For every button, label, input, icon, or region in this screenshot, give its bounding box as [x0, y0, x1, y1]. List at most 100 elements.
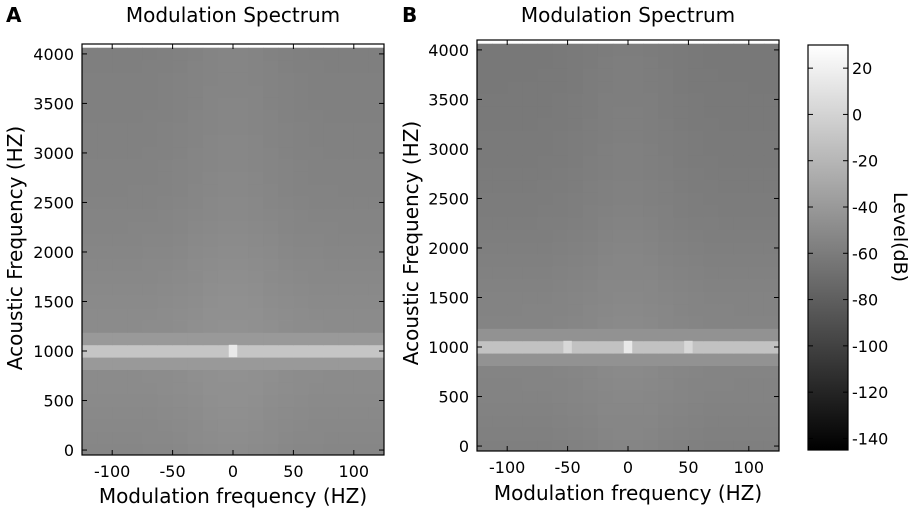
colorbar-tick-label: 0 [852, 105, 862, 124]
panel-b-heatmap-cell [507, 229, 523, 243]
panel-b-heatmap-cell [658, 105, 674, 119]
panel-a-heatmap-cell [82, 258, 98, 271]
panel-b-heatmap-cell [552, 130, 568, 144]
panel-a-heatmap-cell [248, 406, 264, 420]
panel-b-heatmap-cell [522, 167, 538, 181]
panel-a-heatmap-cell [157, 208, 173, 222]
panel-b-heatmap-cell [582, 415, 599, 428]
panel-b-heatmap-cell [552, 93, 568, 107]
panel-a-heatmap-cell [97, 121, 113, 135]
panel-a-heatmap-cell [217, 233, 234, 247]
panel-b-heatmap-cell [763, 179, 780, 193]
panel-a-heatmap-cell [338, 381, 355, 395]
panel-b-heatmap-cell [612, 204, 629, 218]
panel-a-heatmap-cell [172, 282, 189, 296]
panel-b-heatmap-cell [537, 117, 553, 131]
panel-a-heatmap-cell [112, 431, 128, 445]
panel-a-heatmap-cell [278, 134, 294, 148]
panel-a-heatmap-cell [82, 369, 98, 383]
panel-b-heatmap-cell [537, 390, 553, 404]
panel-b-heatmap-cell [552, 167, 568, 181]
panel-a-heatmap-cell [278, 344, 294, 358]
panel-b-heatmap-cell [597, 117, 614, 131]
panel-b-heatmap-cell [567, 427, 584, 441]
panel-b-heatmap-cell [658, 43, 674, 57]
panel-a-heatmap-cell [263, 109, 279, 123]
panel-b-heatmap-cell [748, 254, 765, 267]
panel-b-heatmap-cell [658, 167, 674, 181]
panel-b-heatmap-cell [703, 93, 719, 107]
panel-b-heatmap-cell [733, 415, 750, 428]
panel-a-heatmap-cell [172, 146, 189, 160]
panel-b-heatmap-cell [537, 93, 553, 107]
panel-b-heatmap-cell [643, 353, 659, 366]
panel-b-heatmap-cell [537, 217, 553, 230]
panel-b-heatmap-cell [597, 415, 614, 428]
panel-a-heatmap-cell [202, 282, 219, 296]
panel-a-heatmap-cell [278, 419, 294, 432]
panel-b-heatmap-cell [658, 390, 674, 404]
panel-a-heatmap-cell [187, 344, 204, 358]
panel-a-heatmap-cell [323, 443, 340, 456]
panel-a-heatmap-cell [202, 295, 219, 309]
panel-b-heatmap-cell [628, 291, 644, 305]
panel-a-heatmap-cell [293, 431, 309, 445]
panel-a-heatmap-cell [233, 171, 249, 185]
panel-a-heatmap-cell [127, 183, 143, 197]
panel-b-heatmap-cell [477, 217, 493, 230]
panel-a-y-ticks: 0 500 1000 1500 2000 2500 3000 3500 4000 [33, 45, 384, 460]
panel-b-heatmap-cell [658, 439, 674, 452]
panel-b-heatmap-cell [703, 179, 719, 193]
panel-a-heatmap-cell [97, 208, 113, 222]
panel-a-heatmap-cell [97, 97, 113, 111]
panel-b-heatmap-cell [597, 155, 614, 168]
panel-b-heatmap-cell [522, 241, 538, 255]
panel-a-heatmap-cell [248, 84, 264, 98]
panel-b-heatmap-cell [748, 303, 765, 317]
panel-b-heatmap-cell [477, 179, 493, 193]
panel-a-heatmap-cell [263, 183, 279, 197]
panel-b-heatmap-cell [763, 266, 780, 280]
panel-a-heatmap-cell [293, 121, 309, 135]
panel-b-heatmap-cell [507, 415, 523, 428]
panel-a-heatmap-cell [127, 258, 143, 271]
panel-a-heatmap-cell [157, 381, 173, 395]
panel-b-heatmap-cell [763, 192, 780, 206]
panel-a-heatmap-cell [202, 419, 219, 432]
panel-b-heatmap-cell [567, 291, 584, 305]
panel-a-heatmap-cell [112, 97, 128, 111]
panel-b-heatmap-cell [643, 415, 659, 428]
panel-a-heatmap-cell [157, 134, 173, 148]
panel-b-heatmap-cell [658, 278, 674, 292]
panel-a-heatmap-cell [157, 47, 173, 61]
panel-a-heatmap-cell [157, 357, 173, 370]
panel-b-heatmap-cell [507, 204, 523, 218]
panel-b-heatmap-cell [763, 390, 780, 404]
panel-b-heatmap-cell [643, 303, 659, 317]
panel-a-heatmap-cell [142, 196, 158, 210]
panel-a-heatmap-cell [278, 183, 294, 197]
panel-b-heatmap-cell [552, 142, 568, 156]
panel-b-heatmap-cell [703, 241, 719, 255]
panel-a-heatmap-cell [112, 394, 128, 408]
panel-b-heatmap-cell [703, 56, 719, 69]
panel-a-heatmap-cell [368, 394, 385, 408]
panel-b-heatmap-cell [492, 93, 508, 107]
panel-a-heatmap-cell [97, 394, 113, 408]
panel-b-heatmap-cell [552, 117, 568, 131]
panel-a-heatmap-cell [112, 208, 128, 222]
panel-b-y-tick-label: 1500 [428, 288, 469, 307]
panel-b-heatmap-cell [748, 217, 765, 230]
panel-b-heatmap-cell [733, 390, 750, 404]
panel-a-heatmap-cell [142, 97, 158, 111]
panel-a-heatmap-cell [233, 406, 249, 420]
panel-a-heatmap-cell [127, 97, 143, 111]
panel-a-heatmap-cell [308, 121, 324, 135]
panel-a-heatmap-cell [293, 72, 309, 86]
panel-b-heatmap-cell [537, 377, 553, 391]
panel-a-heatmap-cell [82, 344, 98, 358]
panel-a-heatmap-cell [82, 146, 98, 160]
panel-b-heatmap-cell [763, 155, 780, 168]
panel-a-heatmap-cell [217, 443, 234, 456]
panel-b-heatmap-cell [612, 390, 629, 404]
